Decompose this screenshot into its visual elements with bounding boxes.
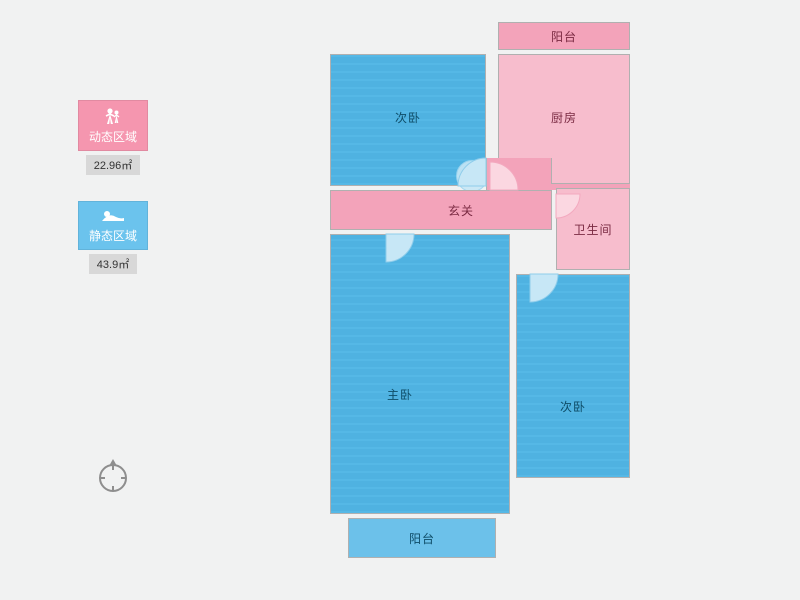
legend: 动态区域 22.96㎡ 静态区域 43.9㎡ xyxy=(78,100,148,300)
room-label: 主卧 xyxy=(387,386,413,403)
room-label: 厨房 xyxy=(551,109,577,126)
legend-value-dynamic: 22.96㎡ xyxy=(86,155,141,175)
floor-plan: 阳台 次卧 厨房 玄关 卫生间 主卧 次卧 阳台 xyxy=(330,22,640,578)
legend-item-static: 静态区域 43.9㎡ xyxy=(78,201,148,274)
people-icon xyxy=(101,107,125,125)
sleep-icon xyxy=(100,208,126,224)
legend-card-dynamic: 动态区域 xyxy=(78,100,148,151)
room-bedroom2-bot: 次卧 xyxy=(516,274,630,478)
compass-icon xyxy=(96,456,130,499)
room-bedroom-main: 主卧 xyxy=(330,234,510,514)
legend-label-static: 静态区域 xyxy=(89,229,137,243)
room-label: 玄关 xyxy=(448,202,474,219)
room-label: 次卧 xyxy=(560,398,586,415)
room-label: 阳台 xyxy=(551,28,577,45)
room-label: 卫生间 xyxy=(573,221,612,238)
room-label: 次卧 xyxy=(395,109,421,126)
room-balcony-top: 阳台 xyxy=(498,22,630,50)
legend-card-static: 静态区域 xyxy=(78,201,148,250)
legend-value-static: 43.9㎡ xyxy=(89,254,137,274)
legend-label-dynamic: 动态区域 xyxy=(89,130,137,144)
room-bathroom: 卫生间 xyxy=(556,188,630,270)
room-balcony-bot: 阳台 xyxy=(348,518,496,558)
room-label: 阳台 xyxy=(409,530,435,547)
room-hallway: 玄关 xyxy=(330,190,552,230)
legend-item-dynamic: 动态区域 22.96㎡ xyxy=(78,100,148,175)
room-bedroom2-top: 次卧 xyxy=(330,54,486,186)
